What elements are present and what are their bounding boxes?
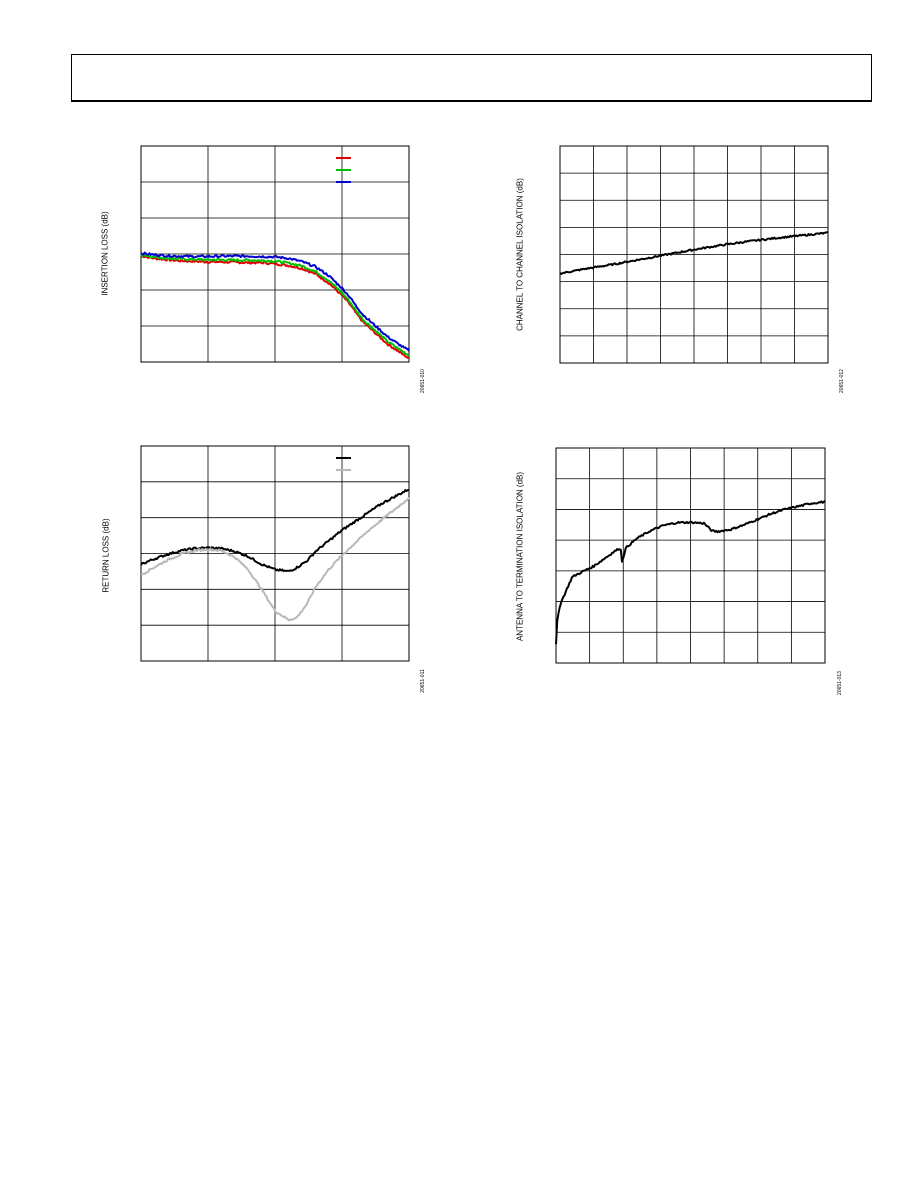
series-line xyxy=(140,254,410,359)
series-line xyxy=(140,253,410,358)
plot-frame xyxy=(140,445,410,662)
series-line xyxy=(140,488,410,573)
antenna-isolation-figure-id: 20651-013 xyxy=(837,671,843,695)
page-header-frame xyxy=(71,54,872,102)
plot-frame xyxy=(555,447,826,664)
antenna-isolation-ylabel: ANTENNA TO TERMINATION ISOLATION (dB) xyxy=(515,471,525,642)
series-line xyxy=(559,231,829,275)
series-line xyxy=(140,251,410,352)
series-line xyxy=(140,496,410,622)
series-line xyxy=(555,500,826,645)
plot-frame xyxy=(559,145,829,364)
